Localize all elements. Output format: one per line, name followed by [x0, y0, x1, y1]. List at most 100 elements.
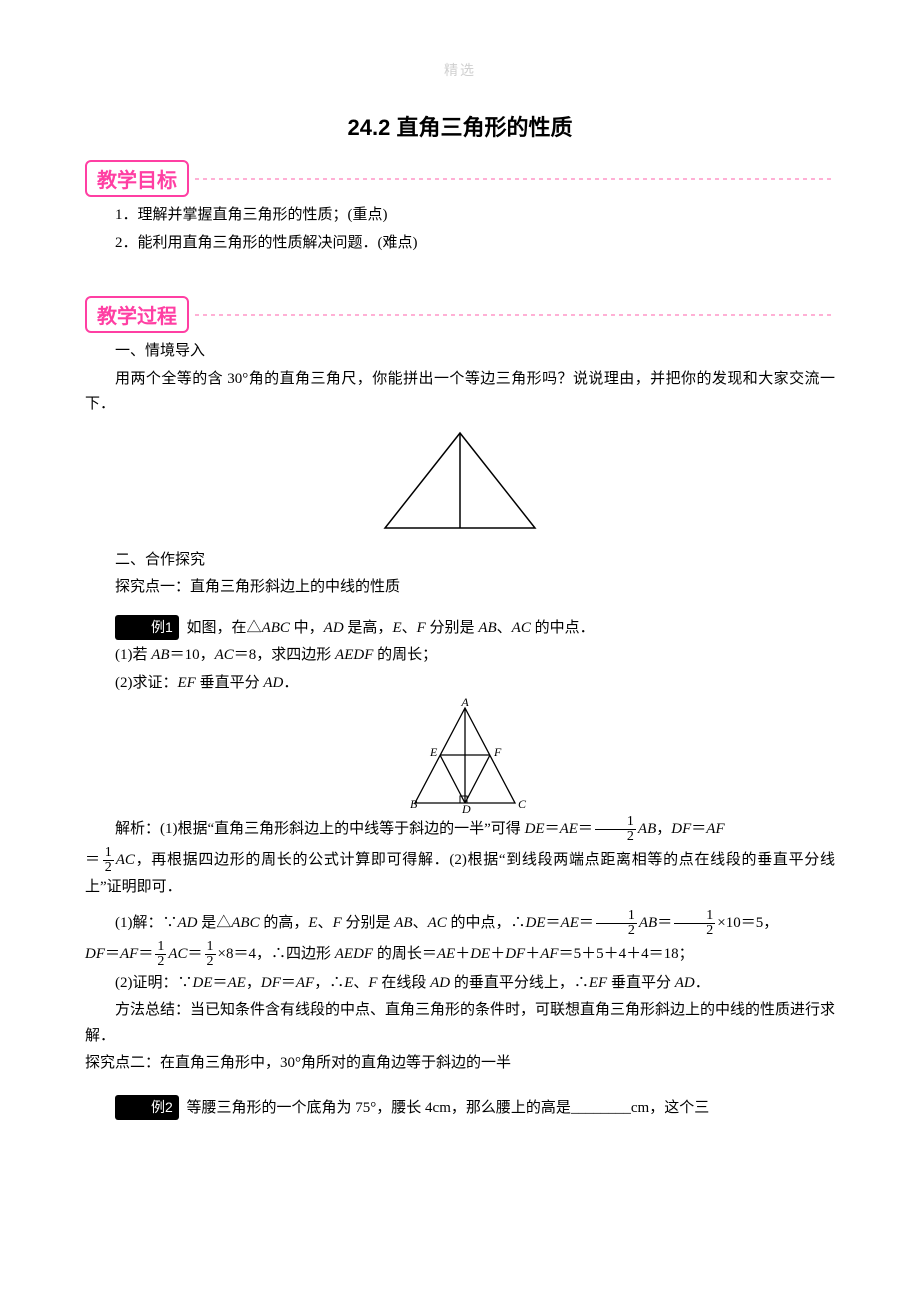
t: AB — [151, 647, 169, 663]
t: 的中点． — [531, 620, 595, 636]
example1-line: 例1 如图，在△ABC 中，AD 是高，E、F 分别是 AB、AC 的中点． — [85, 615, 835, 642]
t: DF — [505, 945, 525, 961]
t: ＝ — [188, 945, 203, 961]
t: ＝ — [579, 914, 594, 930]
t: 、 — [402, 620, 417, 636]
t: 中， — [290, 620, 324, 636]
t: 等腰三角形的一个底角为 75°，腰长 4cm，那么腰上的高是________cm… — [183, 1100, 709, 1116]
t: 分别是 — [342, 914, 395, 930]
t: DF — [85, 945, 105, 961]
t: AB — [639, 914, 657, 930]
analysis: 解析：(1)根据“直角三角形斜边上的中线等于斜边的一半”可得 DE＝AE＝12A… — [85, 815, 835, 844]
t: EF — [589, 975, 607, 991]
t: (1)若 — [115, 647, 151, 663]
t: ＝ — [281, 975, 296, 991]
t: ABC — [262, 620, 290, 636]
t: AC — [512, 620, 531, 636]
lab-D: D — [461, 802, 471, 813]
t: ＝ — [546, 914, 561, 930]
watermark: 精选 — [85, 60, 835, 80]
example2-line: 例2 等腰三角形的一个底角为 75°，腰长 4cm，那么腰上的高是_______… — [85, 1095, 835, 1122]
t2-fd — [465, 755, 490, 803]
t: 解析：(1)根据“直角三角形斜边上的中线等于斜边的一半”可得 — [115, 821, 525, 837]
t: AB — [638, 821, 656, 837]
banner-dots — [195, 178, 835, 180]
t: DE — [525, 821, 545, 837]
section-banner-goals: 教学目标 — [85, 160, 835, 197]
t: ＝ — [691, 821, 706, 837]
t: ，再根据四边形的周长的公式计算即可得解．(2)根据“到线段两端点距离相等的点在线… — [85, 852, 835, 895]
example1-q2: (2)求证：EF 垂直平分 AD． — [85, 671, 835, 697]
sol2: (2)证明：∵DE＝AE，DF＝AF，∴E、F 在线段 AD 的垂直平分线上，∴… — [85, 971, 835, 997]
topic1: 探究点一：直角三角形斜边上的中线的性质 — [85, 575, 835, 601]
t: AC — [215, 647, 234, 663]
t: F — [333, 914, 342, 930]
t: DE — [526, 914, 546, 930]
t: 的中点，∴ — [447, 914, 526, 930]
t: ＝5＋5＋4＋4＝18； — [559, 945, 694, 961]
t: ． — [695, 975, 710, 991]
t: ，∴ — [314, 975, 344, 991]
t: DF — [671, 821, 691, 837]
t: ＝ — [213, 975, 228, 991]
t: EF — [178, 675, 196, 691]
method-summary: 方法总结：当已知条件含有线段的中点、直角三角形的条件时，可联想直角三角形斜边上的… — [85, 998, 835, 1049]
t: AE — [228, 975, 246, 991]
t: AC — [116, 852, 135, 868]
t: 如图，在△ — [183, 620, 262, 636]
t: 在线段 — [378, 975, 431, 991]
t: 是高， — [344, 620, 393, 636]
t: AD — [430, 975, 450, 991]
t: 的高， — [260, 914, 309, 930]
t: 的垂直平分线上，∴ — [450, 975, 589, 991]
goals-label: 教学目标 — [85, 160, 189, 197]
t: AB — [478, 620, 496, 636]
t: ＝ — [138, 945, 153, 961]
t: AF — [706, 821, 724, 837]
t: ×8＝4，∴四边形 — [218, 945, 335, 961]
t: E — [308, 914, 317, 930]
t: AE — [561, 914, 579, 930]
t: ＝ — [545, 821, 560, 837]
t: ＝10， — [170, 647, 215, 663]
coop-heading: 二、合作探究 — [85, 548, 835, 574]
t: F — [417, 620, 426, 636]
example1-badge: 例1 — [115, 615, 179, 641]
sol1b: DF＝AF＝12AC＝12×8＝4，∴四边形 AEDF 的周长＝AE＋DE＋DF… — [85, 940, 835, 969]
analysis-line2: ＝12AC，再根据四边形的周长的公式计算即可得解．(2)根据“到线段两端点距离相… — [85, 846, 835, 901]
t: F — [368, 975, 377, 991]
t: AF — [120, 945, 138, 961]
t: 是△ — [198, 914, 232, 930]
t: ＝ — [657, 914, 672, 930]
t: 的周长＝ — [373, 945, 437, 961]
t: 、 — [413, 914, 428, 930]
t: ＝8，求四边形 — [234, 647, 335, 663]
lab-F: F — [493, 745, 502, 759]
t: 、 — [318, 914, 333, 930]
t: AC — [168, 945, 187, 961]
lab-A: A — [460, 698, 469, 709]
t: 垂直平分 — [607, 975, 675, 991]
t: ＋ — [525, 945, 540, 961]
t: E — [392, 620, 401, 636]
t: AF — [540, 945, 558, 961]
t: 垂直平分 — [196, 675, 264, 691]
triangle-figure-2: A B C D E F — [105, 698, 835, 813]
t: ＋ — [490, 945, 505, 961]
t: AF — [296, 975, 314, 991]
t: 的周长； — [373, 647, 437, 663]
sol1: (1)解：∵AD 是△ABC 的高，E、F 分别是 AB、AC 的中点，∴DE＝… — [85, 909, 835, 938]
lab-C: C — [518, 797, 527, 811]
t: ＝ — [578, 821, 593, 837]
t: AEDF — [335, 945, 373, 961]
t: (1)解：∵ — [115, 914, 178, 930]
t: AEDF — [335, 647, 373, 663]
t: AD — [324, 620, 344, 636]
goal-item-1: 1．理解并掌握直角三角形的性质；(重点) — [85, 203, 835, 229]
t: (2)求证： — [115, 675, 178, 691]
topic2: 探究点二：在直角三角形中，30°角所对的直角边等于斜边的一半 — [85, 1051, 835, 1077]
section-banner-process: 教学过程 — [85, 296, 835, 333]
t: ， — [656, 821, 671, 837]
t: ×10＝5， — [717, 914, 778, 930]
t: DF — [261, 975, 281, 991]
